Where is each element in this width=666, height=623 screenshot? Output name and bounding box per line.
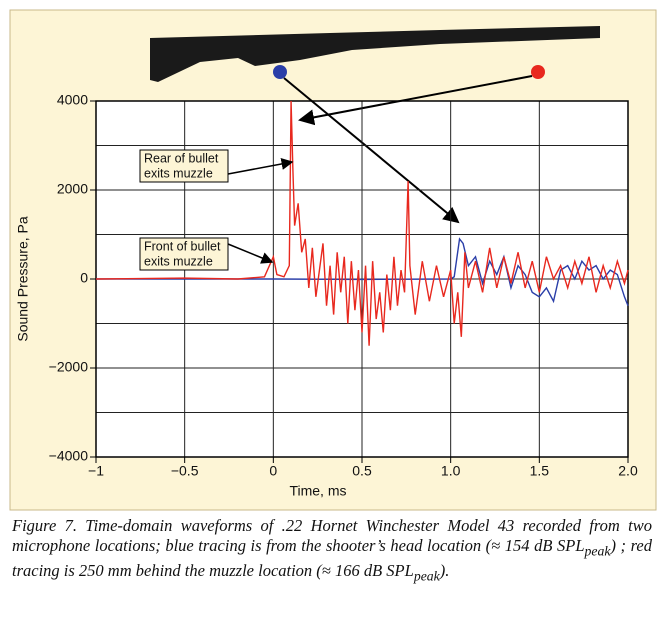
mic-blue	[273, 65, 287, 79]
chart: Time, ms Sound Pressure, Pa −1 −0.5 0 0.5 1.…	[9, 9, 657, 511]
y-tick-label: −4000	[49, 448, 89, 464]
arrow	[298, 75, 533, 126]
annotation-arrow	[227, 158, 294, 175]
x-tick-label: 1.0	[441, 463, 461, 479]
y-axis-label: Sound Pressure, Pa	[15, 216, 31, 342]
annotation-text: exits muzzle	[144, 166, 213, 180]
rifle	[150, 26, 600, 82]
mic-red	[531, 65, 545, 79]
caption-sub: peak	[584, 543, 611, 559]
caption-text: ).	[439, 561, 450, 581]
y-tick-label: 4000	[57, 92, 88, 108]
arrow	[283, 77, 460, 224]
annotation-text: exits muzzle	[144, 254, 213, 268]
x-tick-label: −1	[88, 463, 104, 479]
annotation-box	[139, 149, 229, 183]
x-axis-label: Time, ms	[289, 483, 346, 499]
series-line	[95, 100, 629, 346]
caption-text: Figure 7. Time-domain waveforms of .22 H…	[12, 516, 652, 555]
y-tick-label: −2000	[49, 359, 89, 375]
x-tick-label: 1.5	[530, 463, 550, 479]
caption-sub: peak	[413, 568, 440, 584]
caption: Figure 7. Time-domain waveforms of .22 H…	[12, 516, 652, 587]
annotation-text: Rear of bullet	[144, 151, 219, 165]
x-tick-label: 0.5	[352, 463, 372, 479]
x-tick-label: 2.0	[618, 463, 638, 479]
annotation-text: Front of bullet	[144, 239, 221, 253]
y-tick-label: 2000	[57, 181, 88, 197]
annotation-arrow	[227, 243, 274, 264]
annotation-box	[139, 237, 229, 271]
series-line	[96, 237, 629, 306]
y-tick-label: 0	[80, 270, 88, 286]
x-tick-label: −0.5	[171, 463, 199, 479]
caption-text: ) ; red tracing is 250 mm behind the muz…	[12, 536, 652, 581]
x-tick-label: 0	[269, 463, 277, 479]
